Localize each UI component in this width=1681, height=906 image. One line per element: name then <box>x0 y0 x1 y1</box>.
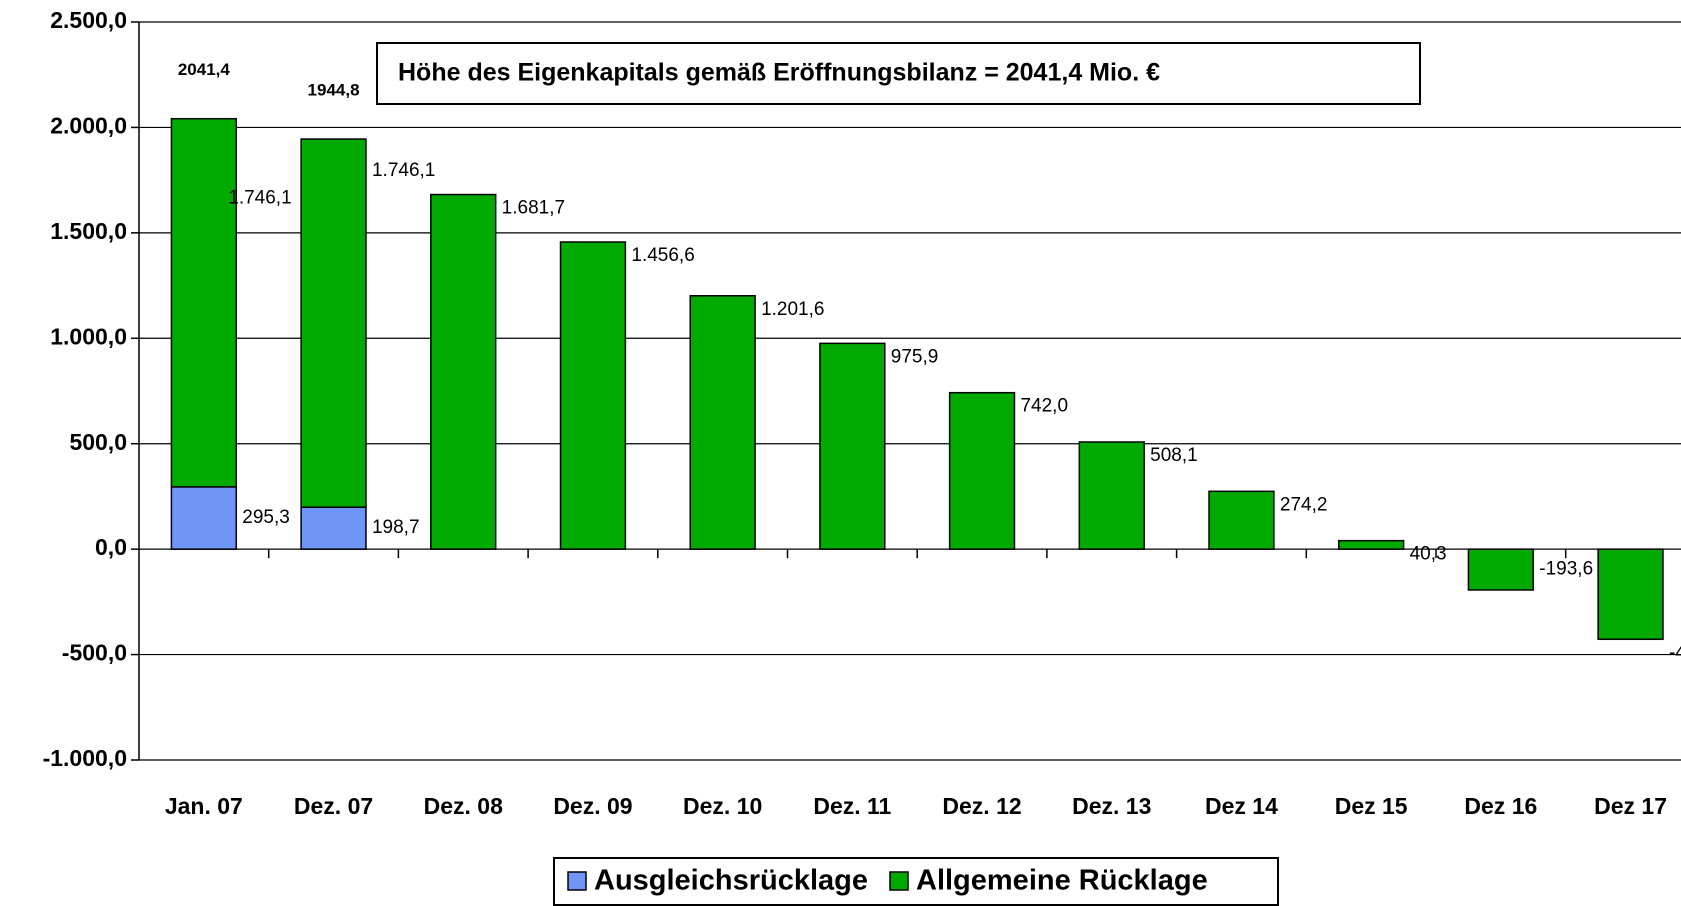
x-tick-label: Dez 16 <box>1464 793 1537 819</box>
x-tick-label: Dez. 13 <box>1072 793 1151 819</box>
value-label: 198,7 <box>372 517 420 538</box>
legend-swatch <box>567 871 587 891</box>
value-label: 1.456,6 <box>631 245 694 266</box>
total-label: 2041,4 <box>178 60 231 79</box>
y-tick-label: 0,0 <box>95 534 127 560</box>
value-label: 295,3 <box>242 507 290 528</box>
x-tick-label: Dez 15 <box>1335 793 1408 819</box>
bar-segment <box>1597 548 1664 641</box>
x-tick-label: Dez. 08 <box>424 793 503 819</box>
value-label: 1.746,1 <box>228 188 291 209</box>
bar-segment <box>300 506 367 550</box>
bar-segment <box>1208 490 1275 550</box>
value-label: 1.681,7 <box>502 198 565 219</box>
y-tick-label: -1.000,0 <box>43 745 127 771</box>
bar-segment <box>689 295 756 550</box>
bar-segment <box>559 241 627 550</box>
value-label: 274,2 <box>1280 494 1328 515</box>
bar-segment <box>170 117 238 488</box>
bar-segment <box>1467 548 1535 591</box>
y-tick-label: 1.500,0 <box>50 218 127 244</box>
total-label: 1944,8 <box>308 81 360 100</box>
annotation-box <box>376 42 1421 105</box>
legend-label: Ausgleichsrücklage <box>594 865 868 897</box>
x-tick-label: Dez. 09 <box>553 793 632 819</box>
bar-segment <box>819 342 886 550</box>
annotation: Höhe des Eigenkapitals gemäß Eröffnungsb… <box>398 59 1160 87</box>
y-tick-label: 2.500,0 <box>50 7 127 33</box>
bar-segment <box>948 391 1016 550</box>
x-tick-label: Dez. 12 <box>942 793 1021 819</box>
value-label: 1.201,6 <box>761 299 824 320</box>
legend <box>553 857 1279 906</box>
y-tick-label: 500,0 <box>69 429 127 455</box>
value-label: 40,3 <box>1410 544 1447 565</box>
bar-segment <box>1078 441 1145 550</box>
legend-swatch <box>889 871 909 891</box>
value-label: 508,1 <box>1150 445 1198 466</box>
value-label: -193,6 <box>1539 559 1593 580</box>
value-label: 1.746,1 <box>372 160 435 181</box>
x-tick-label: Jan. 07 <box>165 793 243 819</box>
y-tick-label: -500,0 <box>62 640 127 666</box>
value-label: 975,9 <box>891 346 939 367</box>
bar-segment <box>430 193 497 550</box>
x-tick-label: Dez 17 <box>1594 793 1667 819</box>
bar-segment <box>300 138 367 508</box>
value-label: 742,0 <box>1020 396 1068 417</box>
legend-label: Allgemeine Rücklage <box>916 865 1208 897</box>
bar-segment <box>170 486 238 550</box>
y-tick-label: 1.000,0 <box>50 323 127 349</box>
x-tick-label: Dez. 10 <box>683 793 762 819</box>
x-tick-label: Dez. 07 <box>294 793 373 819</box>
value-label: -427,5 <box>1669 642 1681 663</box>
bar-segment <box>1337 539 1405 550</box>
x-tick-label: Dez 14 <box>1205 793 1278 819</box>
y-tick-label: 2.000,0 <box>50 113 127 139</box>
x-tick-label: Dez. 11 <box>813 793 891 819</box>
